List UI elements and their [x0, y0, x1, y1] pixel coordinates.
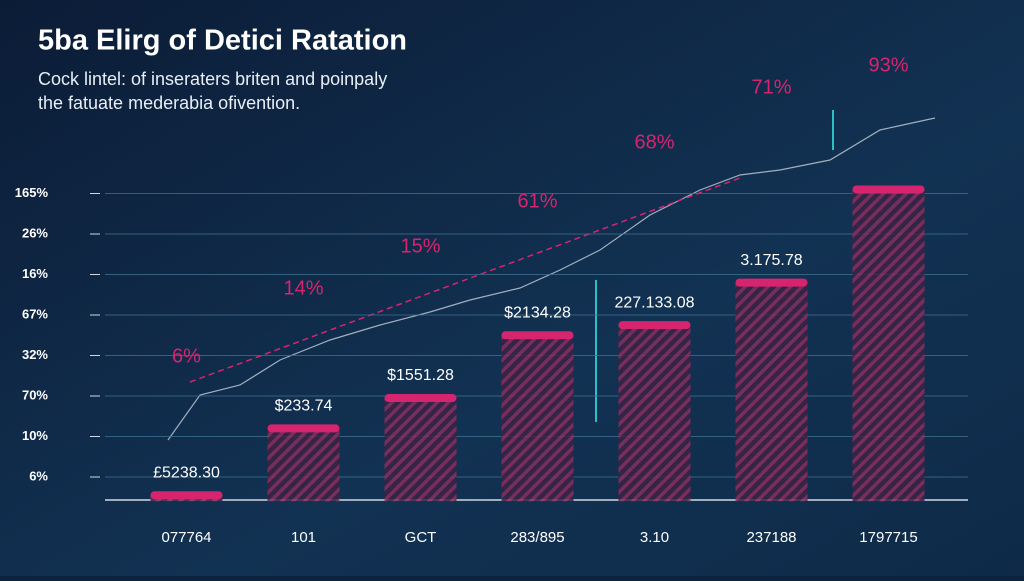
bar-label: 227.133.08 — [614, 294, 694, 311]
percent-label: 68% — [634, 131, 674, 153]
bar-cap — [501, 331, 574, 340]
bar-cap — [735, 278, 808, 287]
y-tick-label: 70% — [22, 387, 48, 402]
bar — [735, 282, 808, 502]
bar-cap — [852, 185, 925, 194]
x-tick-label: 283/895 — [510, 529, 564, 546]
bar — [267, 428, 340, 502]
y-tick-label: 32% — [22, 347, 48, 362]
y-tick-label: 10% — [22, 428, 48, 443]
percent-label: 61% — [517, 190, 557, 212]
bar — [618, 325, 691, 502]
y-tick-label: 6% — [29, 468, 48, 483]
bar-cap — [384, 394, 457, 403]
subtitle: the fatuate mederabia ofivention. — [38, 93, 300, 113]
bar-label: £5238.30 — [153, 464, 220, 481]
bar-label: $2134.28 — [504, 304, 571, 321]
bar-cap — [150, 491, 223, 500]
x-tick-label: 237188 — [746, 529, 796, 546]
decoration-line — [167, 117, 936, 441]
x-tick-label: GCT — [405, 529, 437, 546]
percent-label: 93% — [868, 54, 908, 76]
x-tick-label: 101 — [291, 529, 316, 546]
x-tick-label: 1797715 — [859, 529, 917, 546]
x-tick-label: 077764 — [161, 529, 211, 546]
bar-label: $233.74 — [275, 398, 333, 415]
trend-line — [189, 177, 741, 383]
percent-label: 71% — [751, 76, 791, 98]
x-tick-label: 3.10 — [640, 529, 669, 546]
percent-label: 14% — [283, 277, 323, 299]
bar — [384, 398, 457, 502]
subtitle: Cock lintel: of inseraters briten and po… — [38, 69, 387, 89]
percent-label: 15% — [400, 235, 440, 257]
y-tick-label: 67% — [22, 306, 48, 321]
bar-cap — [618, 321, 691, 330]
bar — [852, 189, 925, 502]
percent-label: 6% — [172, 345, 201, 367]
y-tick-label: 16% — [22, 266, 48, 281]
bar-cap — [267, 424, 340, 433]
bar — [501, 335, 574, 502]
y-tick-label: 26% — [22, 225, 48, 240]
chart-title: 5ba Elirg of Detici Ratation — [38, 25, 407, 57]
y-tick-label: 165% — [15, 185, 49, 200]
bar-label: 3.175.78 — [740, 252, 802, 269]
bar-label: $1551.28 — [387, 367, 454, 384]
